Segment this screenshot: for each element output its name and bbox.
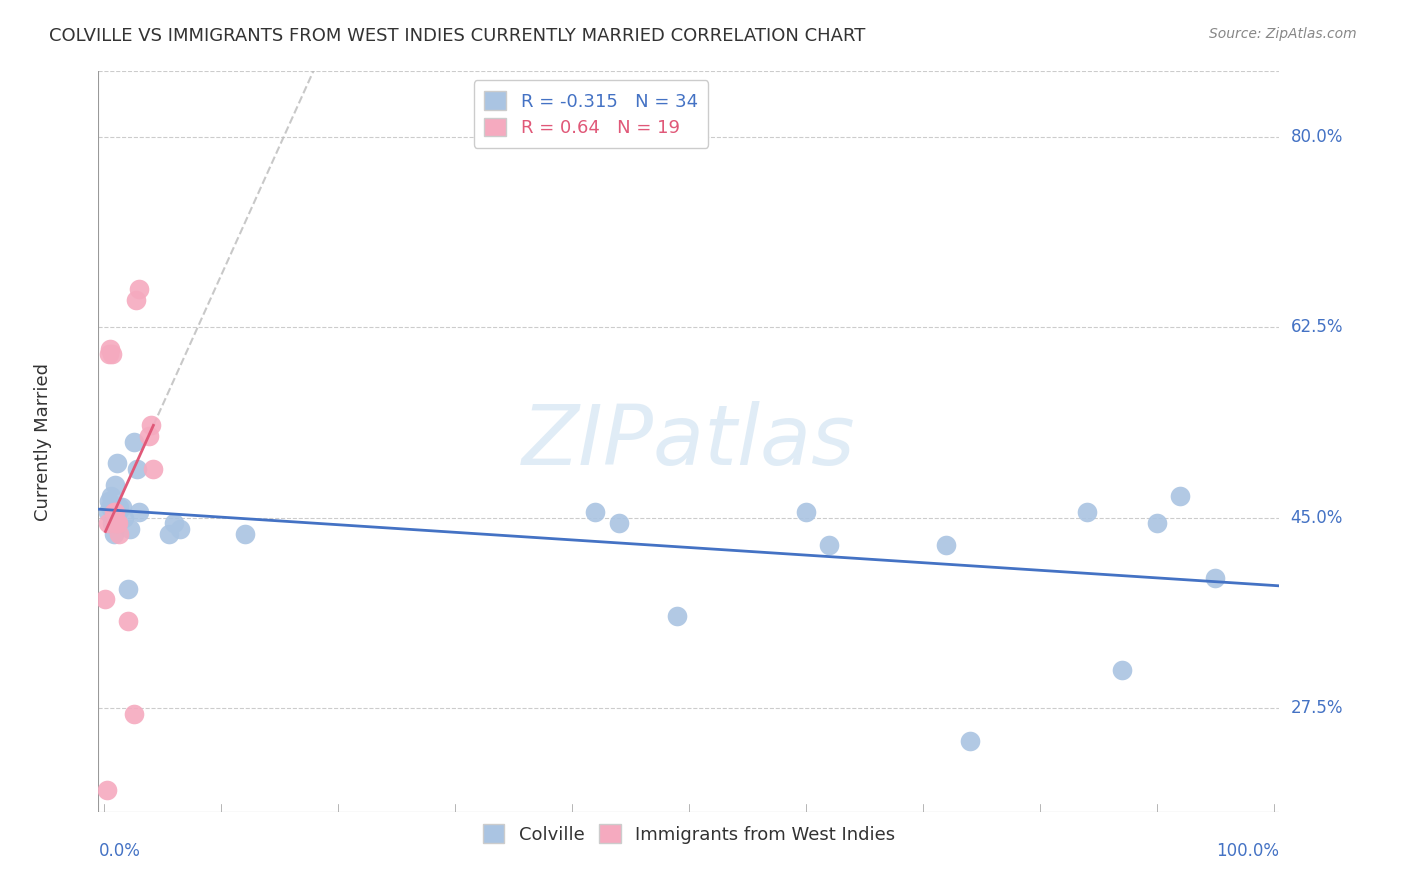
Point <box>1168 489 1191 503</box>
Point <box>122 434 145 449</box>
Point <box>818 538 841 552</box>
Point <box>105 456 128 470</box>
Point <box>104 478 127 492</box>
Point <box>1111 663 1133 677</box>
Point <box>117 614 139 628</box>
Point <box>117 582 139 596</box>
Point <box>98 342 121 356</box>
Text: 80.0%: 80.0% <box>1291 128 1343 145</box>
Point <box>125 293 148 307</box>
Point <box>959 734 981 748</box>
Point <box>794 505 817 519</box>
Point <box>105 516 128 531</box>
Point <box>98 500 121 514</box>
Point <box>101 347 124 361</box>
Point <box>97 494 120 508</box>
Point <box>108 500 131 514</box>
Legend: Colville, Immigrants from West Indies: Colville, Immigrants from West Indies <box>475 817 903 851</box>
Point <box>94 592 117 607</box>
Point <box>128 505 150 519</box>
Point <box>122 706 145 721</box>
Point <box>1146 516 1168 531</box>
Text: 100.0%: 100.0% <box>1216 842 1279 860</box>
Point <box>97 347 120 361</box>
Text: ZIPatlas: ZIPatlas <box>522 401 856 482</box>
Point <box>157 527 180 541</box>
Point <box>103 505 125 519</box>
Text: 62.5%: 62.5% <box>1291 318 1343 336</box>
Point <box>169 522 191 536</box>
Point <box>101 516 124 531</box>
Text: 45.0%: 45.0% <box>1291 508 1343 527</box>
Text: Source: ZipAtlas.com: Source: ZipAtlas.com <box>1209 27 1357 41</box>
Text: 27.5%: 27.5% <box>1291 699 1343 717</box>
Point <box>233 527 256 541</box>
Point <box>125 462 148 476</box>
Point <box>163 516 186 531</box>
Point <box>97 516 120 531</box>
Point <box>107 505 129 519</box>
Point <box>118 522 141 536</box>
Text: 0.0%: 0.0% <box>98 842 141 860</box>
Point <box>112 510 135 524</box>
Point <box>1204 571 1226 585</box>
Point <box>935 538 957 552</box>
Point <box>97 505 120 519</box>
Point <box>128 282 150 296</box>
Point <box>607 516 630 531</box>
Point <box>107 516 129 531</box>
Point <box>103 527 125 541</box>
Point <box>1076 505 1098 519</box>
Point <box>104 505 127 519</box>
Point <box>96 783 118 797</box>
Point <box>108 527 131 541</box>
Point <box>139 418 162 433</box>
Point <box>104 516 127 531</box>
Point <box>111 500 134 514</box>
Text: COLVILLE VS IMMIGRANTS FROM WEST INDIES CURRENTLY MARRIED CORRELATION CHART: COLVILLE VS IMMIGRANTS FROM WEST INDIES … <box>49 27 866 45</box>
Point <box>100 489 122 503</box>
Point <box>583 505 606 519</box>
Point <box>138 429 160 443</box>
Text: Currently Married: Currently Married <box>34 362 52 521</box>
Point <box>104 505 127 519</box>
Point <box>666 608 689 623</box>
Point <box>142 462 165 476</box>
